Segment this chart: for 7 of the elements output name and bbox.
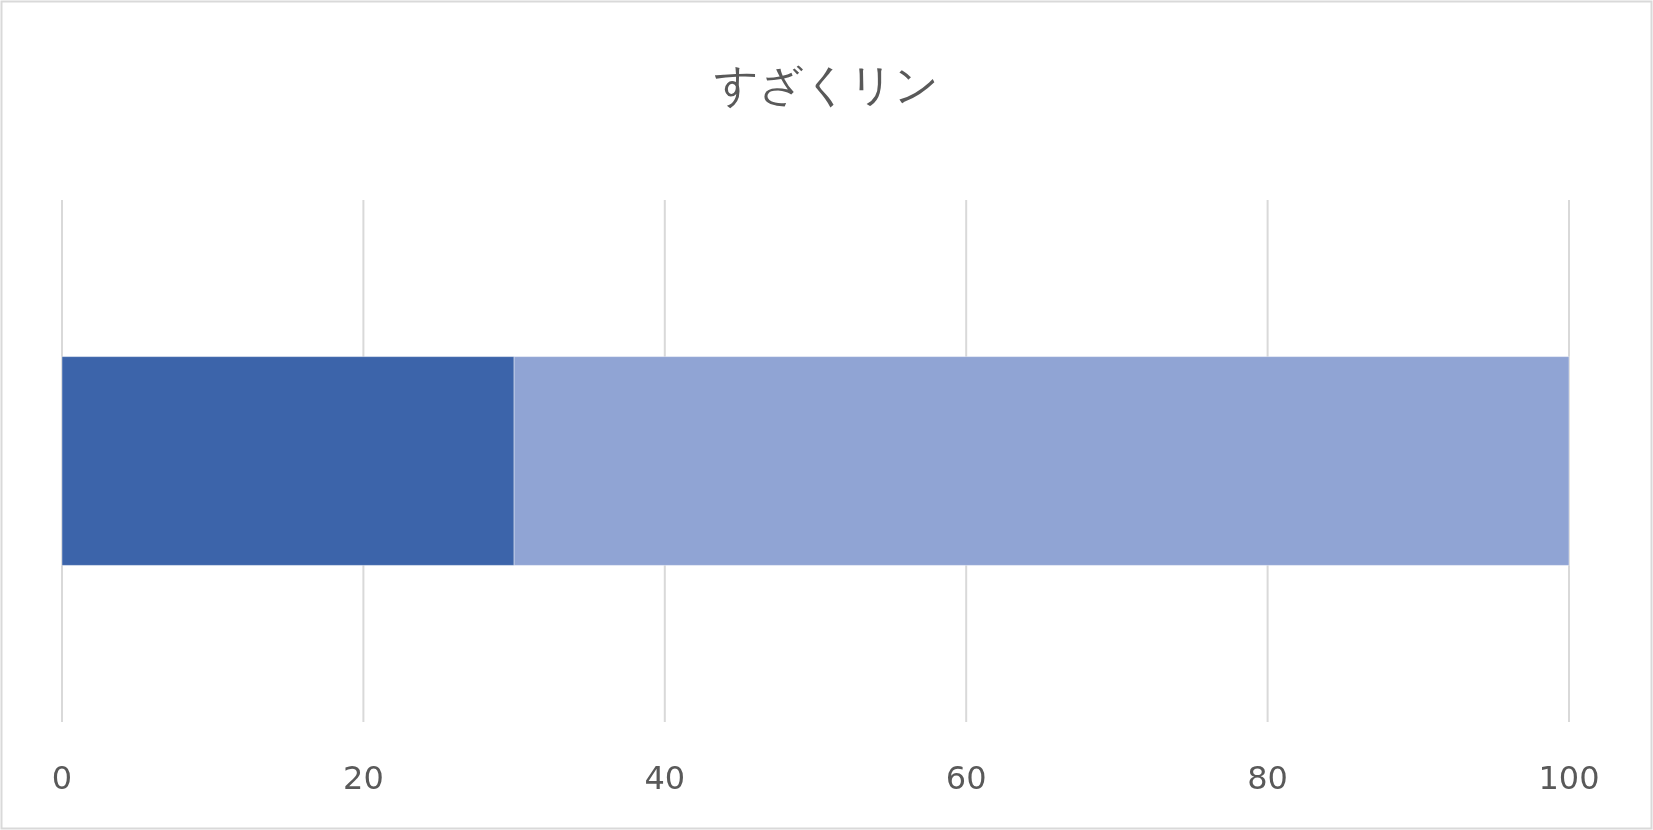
- x-tick-label: 40: [644, 759, 686, 797]
- x-tick-label: 80: [1247, 759, 1288, 797]
- x-tick-label: 60: [945, 759, 987, 797]
- x-tick-label: 100: [1538, 759, 1600, 797]
- x-tick-label: 20: [343, 759, 384, 797]
- chart-title: すざくリン: [714, 59, 939, 110]
- x-tick-label: 0: [51, 759, 73, 797]
